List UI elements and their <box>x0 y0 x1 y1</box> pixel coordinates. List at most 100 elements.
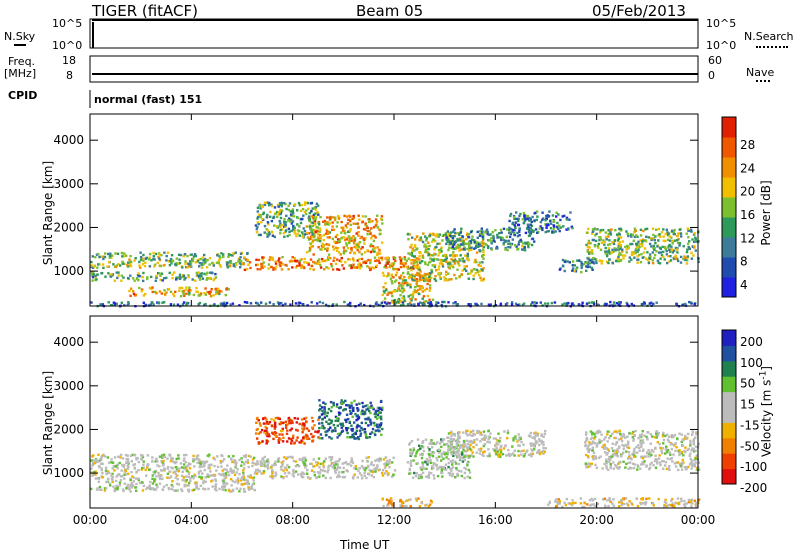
colorbar-tick-0-6: 4 <box>740 278 748 292</box>
colorbar-tick-1-6: -100 <box>740 460 767 474</box>
xtick-label-5: 20:00 <box>579 513 614 527</box>
colorbar-swatch-1-1 <box>722 453 736 470</box>
xtick-label-6: 00:00 <box>681 513 716 527</box>
colorbar-swatch-0-2 <box>722 237 736 258</box>
colorbar-swatch-1-3 <box>722 422 736 439</box>
nave-dots <box>756 80 770 82</box>
beam-title: Beam 05 <box>356 2 424 20</box>
colorbar-tick-1-0: 200 <box>740 335 763 349</box>
nave-tick-top: 60 <box>708 54 722 67</box>
heatmap-band-0-9 <box>508 210 574 235</box>
colorbar-frame-1 <box>721 329 737 485</box>
colorbar-swatch-1-9 <box>722 330 736 346</box>
nsky-label: N.Sky <box>4 30 36 43</box>
colorbar-tick-0-4: 12 <box>740 231 755 245</box>
colorbar-swatch-0-0 <box>722 277 736 298</box>
heatmap-band-1-3 <box>318 399 384 441</box>
heatmap-band-1-4 <box>406 438 473 480</box>
date-title: 05/Feb/2013 <box>592 2 686 20</box>
heatmap-band-0-8 <box>445 227 536 252</box>
colorbar-tick-0-3: 16 <box>740 208 755 222</box>
colorbar-swatch-0-3 <box>722 217 736 238</box>
heatmap-band-1-8 <box>547 497 701 509</box>
heatmap-band-1-0 <box>90 453 257 493</box>
nsearch-label: N.Search <box>744 30 794 43</box>
nsky-tick-bottom: 10^0 <box>52 39 83 52</box>
heatmap-band-0-1 <box>90 271 218 283</box>
heatmap-band-1-6 <box>584 429 701 472</box>
heatmap-band-0-5 <box>254 201 321 239</box>
nave-label: Nave <box>746 66 775 79</box>
colorbar-swatch-1-2 <box>722 437 736 454</box>
colorbar-tick-1-2: 50 <box>740 377 755 391</box>
colorbar-swatch-1-8 <box>722 345 736 362</box>
xtick-label-3: 12:00 <box>377 513 412 527</box>
ytick-label-1-2: 3000 <box>53 379 84 393</box>
colorbar-tick-1-4: -15 <box>740 418 760 432</box>
freq-frame <box>89 55 699 83</box>
x-axis-title: Time UT <box>340 538 390 552</box>
colorbar-swatch-1-6 <box>722 376 736 393</box>
nsky-frame <box>89 18 699 49</box>
heatmap-band-0-4 <box>305 214 384 256</box>
ytick-label-1-3: 4000 <box>53 335 84 349</box>
cpid-value: normal (fast) 151 <box>94 93 203 106</box>
velocity-colorbar-label-text: Velocity [m s-1] <box>758 366 774 457</box>
colorbar-swatch-0-4 <box>722 197 736 218</box>
nsky-tick-top: 10^5 <box>52 17 83 30</box>
panel-frame-1 <box>89 315 699 509</box>
nsearch-tick-bottom: 10^0 <box>706 39 737 52</box>
colorbar-tick-1-5: -50 <box>740 439 760 453</box>
velocity-colorbar-label: Velocity [m s-1] <box>759 352 774 472</box>
heatmap-band-1-7 <box>381 497 434 509</box>
power-colorbar-label: Power [dB] <box>759 180 773 246</box>
ytick-label-1-0: 1000 <box>53 466 84 480</box>
nsearch-tick-top: 10^5 <box>706 17 737 30</box>
freq-tick-top: 18 <box>62 54 76 67</box>
power-ylabel: Slant Range [km] <box>41 160 55 266</box>
freq-label: Freq. <box>8 55 36 68</box>
xtick-label-0: 00:00 <box>73 513 108 527</box>
colorbar-swatch-1-5 <box>722 391 736 408</box>
nsearch-dots <box>756 46 788 48</box>
nave-tick-bottom: 0 <box>708 69 715 82</box>
heatmap-band-1-2 <box>254 416 320 445</box>
colorbar-swatch-0-6 <box>722 157 736 178</box>
heatmap-band-0-3 <box>242 256 421 272</box>
colorbar-tick-0-0: 28 <box>740 138 755 152</box>
unit-exponent: -1 <box>758 370 769 380</box>
freq-tick-bottom: 8 <box>66 69 73 82</box>
ytick-label-0-1: 2000 <box>53 220 84 234</box>
colorbar-frame-0 <box>721 116 737 298</box>
ytick-label-0-3: 4000 <box>53 133 84 147</box>
radar-title: TIGER (fitACF) <box>92 2 199 20</box>
ytick-label-0-0: 1000 <box>53 264 84 278</box>
xtick-label-1: 04:00 <box>174 513 209 527</box>
colorbar-swatch-1-0 <box>722 468 736 485</box>
colorbar-swatch-0-8 <box>722 117 736 138</box>
heatmap-band-0-11 <box>558 258 594 274</box>
freq-unit-label: [MHz] <box>4 67 37 80</box>
xtick-label-4: 16:00 <box>478 513 513 527</box>
heatmap-band-0-10 <box>584 227 700 265</box>
colorbar-tick-1-7: -200 <box>740 481 767 495</box>
colorbar-tick-1-3: 15 <box>740 398 755 412</box>
heatmap-band-0-2 <box>128 286 230 298</box>
heatmap-band-0-7 <box>406 231 485 282</box>
nsky-underline <box>14 44 26 46</box>
colorbar-tick-1-1: 100 <box>740 356 763 370</box>
heatmap-band-1-1 <box>254 455 397 480</box>
velocity-ylabel: Slant Range [km] <box>41 370 55 476</box>
cpid-label: CPID <box>8 89 38 102</box>
colorbar-tick-0-5: 8 <box>740 255 748 269</box>
colorbar-swatch-0-7 <box>722 137 736 158</box>
ytick-label-1-1: 2000 <box>53 422 84 436</box>
colorbar-swatch-0-1 <box>722 257 736 278</box>
colorbar-swatch-1-7 <box>722 360 736 377</box>
heatmap-band-1-5 <box>446 429 547 458</box>
colorbar-swatch-1-4 <box>722 407 736 423</box>
colorbar-swatch-0-5 <box>722 177 736 198</box>
xtick-label-2: 08:00 <box>275 513 310 527</box>
colorbar-tick-0-1: 24 <box>740 161 755 175</box>
